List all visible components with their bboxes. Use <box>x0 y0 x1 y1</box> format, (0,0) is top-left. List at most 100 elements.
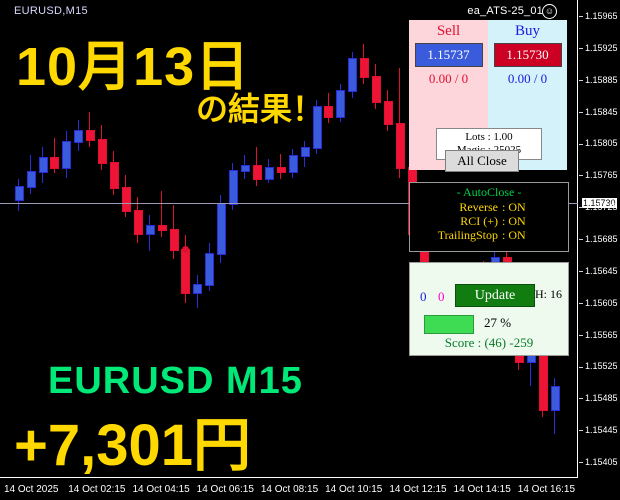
overlay-profit-text: +7,301円 <box>14 413 252 478</box>
sell-price-button[interactable]: 1.15737 <box>414 43 483 67</box>
candle-body <box>170 228 179 252</box>
candle-body <box>205 252 214 287</box>
buy-title: Buy <box>514 23 540 39</box>
overlay-subtitle-text: の結果！ <box>196 91 325 127</box>
time-tick: 14 Oct 16:15 <box>517 484 576 495</box>
ea-name-label: ea_ATS-25_01 <box>467 5 543 17</box>
symbol-label: EURUSD,M15 <box>14 5 88 17</box>
candle-wick <box>399 67 400 178</box>
price-tick: 1.15605 <box>579 298 618 308</box>
candle-body <box>146 225 155 236</box>
time-tick: 14 Oct 12:15 <box>389 484 447 495</box>
score-label: Score : (46) -259 <box>444 335 534 350</box>
time-tick: 14 Oct 10:15 <box>325 484 383 495</box>
candle-wick <box>161 191 162 237</box>
candle-body <box>324 105 333 118</box>
candle-body <box>98 139 107 164</box>
candle-body <box>336 90 345 118</box>
trade-panel: Sell 1.15737 0.00 / 0 Buy 1.15730 0.00 /… <box>409 20 567 170</box>
autoclose-key: RCI (+) <box>460 214 498 228</box>
price-tick: 1.15445 <box>579 425 618 435</box>
autoclose-row: TrailingStop : ON <box>410 228 568 242</box>
candlestick-series <box>15 43 560 435</box>
progress-bar <box>424 315 474 334</box>
candle-body <box>301 147 310 158</box>
candle-body <box>360 58 369 78</box>
candle-body <box>265 167 274 180</box>
candle-body <box>384 101 393 126</box>
autoclose-key: Reverse <box>459 200 498 214</box>
price-tick: 1.15925 <box>579 43 618 53</box>
candle-wick <box>54 137 55 173</box>
time-tick: 14 Oct 04:15 <box>132 484 190 495</box>
candle-body <box>62 141 71 170</box>
update-panel: 0 0 Update H: 16 27 % Score : (46) -259 <box>409 262 569 356</box>
all-close-button[interactable]: All Close <box>445 150 519 172</box>
current-price-label: 1.15730 <box>581 197 618 210</box>
candle-body <box>50 156 59 170</box>
candle-body <box>551 386 560 411</box>
candle-wick <box>280 153 281 180</box>
time-tick: 14 Oct 14:15 <box>453 484 511 495</box>
candle-body <box>372 75 381 104</box>
current-price-line <box>0 203 578 205</box>
candle-body <box>217 203 226 255</box>
autoclose-value: : ON <box>502 214 526 228</box>
autoclose-value: : ON <box>502 228 526 242</box>
buy-price-button[interactable]: 1.15730 <box>493 43 562 67</box>
price-tick: 1.15645 <box>579 266 618 276</box>
candle-body <box>181 249 190 295</box>
price-tick: 1.15525 <box>579 361 618 371</box>
candle-body <box>289 155 298 174</box>
lots-magic-box: Lots : 1.00 Magic : 25025 <box>436 128 542 160</box>
candle-body <box>158 225 167 231</box>
time-tick: 14 Oct 06:15 <box>196 484 254 495</box>
price-tick: 1.15845 <box>579 107 618 117</box>
overlay-pair-text: EURUSD M15 <box>48 360 303 402</box>
autoclose-rows: Reverse : ON RCI (+) : ON TrailingStop : ON <box>410 200 568 242</box>
sell-title: Sell <box>436 23 461 39</box>
progress-percent-label: 27 % <box>484 315 512 330</box>
overlay-date-text: 10月13日 <box>16 37 251 97</box>
candle-body <box>122 187 131 212</box>
price-tick: 1.15405 <box>579 457 618 467</box>
entry-marker-icon <box>181 246 189 254</box>
price-tick: 1.15685 <box>579 234 618 244</box>
autoclose-row: Reverse : ON <box>410 200 568 214</box>
candle-body <box>110 161 119 190</box>
candle-body <box>27 171 36 188</box>
price-tick: 1.15885 <box>579 75 618 85</box>
price-tick: 1.15965 <box>579 11 618 21</box>
autoclose-key: TrailingStop <box>437 228 498 242</box>
time-tick: 14 Oct 02:15 <box>68 484 126 495</box>
autoclose-panel: - AutoClose - Reverse: ON RCI (+): ON Trai… <box>409 182 569 252</box>
update-button[interactable]: Update <box>455 284 535 307</box>
candle-body <box>39 156 48 174</box>
lots-label: Lots : 1.00 <box>465 131 513 143</box>
price-tick: 1.15485 <box>579 393 618 403</box>
time-tick: 14 Oct 2025 <box>4 484 59 495</box>
candle-body <box>253 164 262 180</box>
hour-count-label: H: 16 <box>535 287 562 301</box>
candle-wick <box>89 111 90 148</box>
candle-body <box>193 284 202 295</box>
sell-profit-label: 0.00 / 0 <box>428 71 469 86</box>
candle-body <box>241 164 250 172</box>
buy-profit-label: 0.00 / 0 <box>507 71 548 86</box>
price-tick: 1.15805 <box>579 138 618 148</box>
candle-body <box>229 169 238 206</box>
price-axis[interactable]: 1.15730 1.15965 1.15925 1.15885 1.15845 1.15… <box>579 0 620 478</box>
time-tick: 14 Oct 08:15 <box>260 484 319 495</box>
price-tick: 1.15565 <box>579 330 618 340</box>
autoclose-value: : ON <box>502 200 526 214</box>
candle-body <box>277 167 286 174</box>
time-axis[interactable]: 14 Oct 2025 14 Oct 02:15 14 Oct 04:15 14 Oc… <box>0 479 578 500</box>
autoclose-row: RCI (+) : ON <box>410 214 568 228</box>
smiley-face-icon: ☺ <box>542 4 557 19</box>
candle-body <box>74 129 83 143</box>
price-tick: 1.15725 <box>579 202 618 212</box>
candle-body <box>396 123 405 170</box>
candle-body <box>15 185 24 202</box>
counter-one: 0 <box>420 289 427 304</box>
